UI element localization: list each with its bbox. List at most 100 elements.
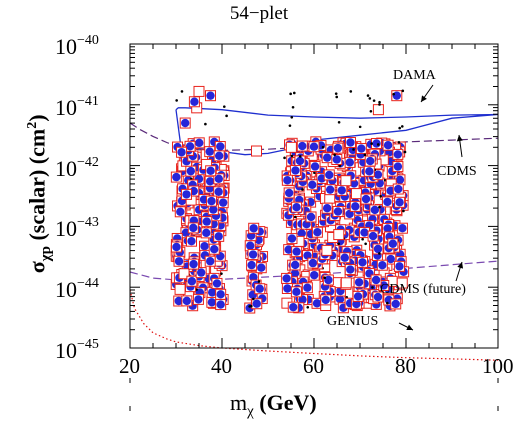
- point-dot: [400, 125, 404, 128]
- point-circle: [212, 279, 222, 288]
- point-dot: [403, 150, 407, 154]
- point-circle: [182, 190, 191, 199]
- point-circle: [210, 245, 219, 254]
- point-circle: [306, 212, 316, 222]
- point-circle: [360, 228, 369, 237]
- point-dot: [321, 145, 325, 149]
- point-dot: [288, 124, 292, 127]
- point-circle: [257, 263, 266, 272]
- point-dot: [338, 164, 342, 168]
- point-dot: [283, 156, 286, 160]
- point-circle: [172, 172, 181, 182]
- point-circle: [189, 223, 198, 233]
- point-circle: [365, 167, 374, 176]
- point-circle: [174, 296, 183, 306]
- point-circle: [207, 196, 216, 206]
- y-tick-label: 10−42: [55, 154, 99, 181]
- y-tick-label: 10−40: [55, 33, 99, 59]
- point-circle: [246, 241, 255, 250]
- y-tick-label: 10−45: [55, 337, 99, 363]
- point-dot: [337, 242, 341, 245]
- point-square: [285, 141, 297, 153]
- point-square: [251, 145, 262, 157]
- point-dot: [294, 215, 297, 219]
- point-dot: [204, 122, 207, 126]
- point-circle: [292, 287, 301, 297]
- point-circle: [340, 253, 349, 262]
- annotation-genius: GENIUS: [327, 314, 379, 329]
- point-circle: [373, 292, 383, 302]
- point-circle: [392, 91, 401, 100]
- point-circle: [297, 229, 306, 238]
- point-circle: [308, 180, 317, 189]
- y-tick-label: 10−43: [55, 215, 99, 242]
- point-circle: [298, 295, 307, 304]
- y-tick-label: 10−44: [55, 276, 99, 303]
- point-dot: [306, 305, 310, 309]
- point-dot: [298, 155, 302, 158]
- point-dot: [402, 209, 405, 213]
- point-dot: [370, 142, 373, 145]
- x-tick-label: 60: [303, 354, 324, 378]
- chart-title: 54−plet: [229, 3, 289, 24]
- point-square: [350, 188, 362, 200]
- point-circle: [393, 150, 403, 159]
- point-dot: [301, 188, 304, 191]
- point-circle: [372, 139, 381, 148]
- point-circle: [346, 138, 355, 147]
- x-tick-label: 100: [482, 354, 514, 378]
- point-dot: [290, 115, 294, 119]
- point-circle: [322, 153, 332, 162]
- point-circle: [370, 205, 380, 215]
- point-circle: [176, 207, 185, 216]
- point-circle: [174, 257, 184, 266]
- point-circle: [373, 170, 383, 179]
- point-circle: [383, 224, 392, 233]
- point-square: [321, 244, 333, 256]
- axis-ticks: [129, 43, 499, 411]
- point-circle: [185, 142, 195, 151]
- point-dot: [376, 143, 380, 146]
- point-dot: [289, 92, 292, 96]
- point-dot: [335, 95, 339, 99]
- point-circle: [181, 118, 190, 128]
- point-circle: [202, 228, 211, 238]
- point-dot: [386, 301, 389, 305]
- point-circle: [283, 176, 292, 185]
- point-circle: [388, 239, 398, 248]
- point-circle: [282, 274, 291, 283]
- point-circle: [205, 177, 215, 186]
- point-circle: [383, 141, 393, 150]
- point-circle: [378, 261, 387, 270]
- point-dot: [363, 153, 367, 157]
- point-circle: [345, 158, 354, 167]
- point-circle: [325, 185, 335, 194]
- point-circle: [383, 197, 392, 207]
- point-dot: [290, 154, 294, 158]
- point-circle: [196, 268, 206, 277]
- point-dot: [379, 195, 383, 198]
- point-circle: [214, 187, 223, 196]
- point-circle: [287, 234, 297, 243]
- point-circle: [207, 298, 217, 307]
- point-circle: [295, 156, 305, 166]
- x-tick-label: 80: [395, 354, 416, 378]
- point-circle: [357, 144, 366, 153]
- x-axis-label: mχ (GeV): [230, 390, 317, 420]
- point-circle: [186, 166, 196, 176]
- point-circle: [214, 174, 224, 183]
- point-circle: [195, 138, 204, 148]
- point-circle: [292, 247, 301, 256]
- point-dot: [349, 90, 353, 93]
- point-dot: [398, 126, 401, 130]
- point-circle: [395, 175, 405, 185]
- point-circle: [182, 296, 192, 306]
- point-circle: [284, 245, 293, 254]
- arrow-head: [406, 324, 413, 330]
- point-circle: [398, 224, 407, 233]
- point-dot: [175, 99, 178, 102]
- point-dot: [364, 242, 367, 246]
- point-circle: [298, 141, 307, 151]
- x-tick-label: 40: [211, 354, 232, 378]
